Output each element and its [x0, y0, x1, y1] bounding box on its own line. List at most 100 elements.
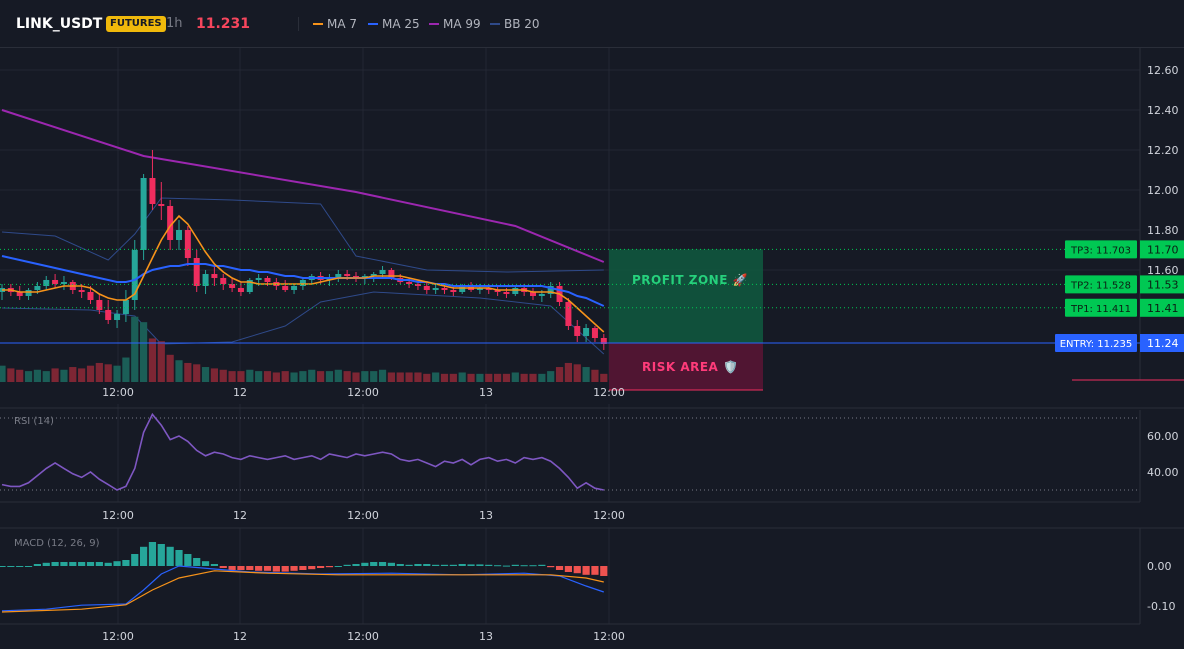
volume-bar — [440, 373, 449, 382]
candle — [432, 284, 439, 294]
candle-body — [105, 310, 112, 320]
macd-hist-bar — [95, 562, 103, 566]
time-axis-label: 12:00 — [347, 509, 379, 522]
volume-bar — [33, 369, 41, 382]
candle — [583, 324, 590, 342]
volume-bar — [343, 371, 351, 382]
risk-area — [609, 343, 763, 390]
macd-hist-bar — [246, 566, 254, 570]
legend-bb20[interactable]: BB 20 — [490, 0, 540, 48]
candle — [246, 278, 253, 294]
level-label-text: ENTRY: 11.235 — [1060, 339, 1133, 350]
symbol-name[interactable]: LINK_USDT — [16, 16, 103, 32]
volume-bar — [272, 372, 280, 382]
candle — [105, 300, 112, 324]
legend-ma7[interactable]: MA 7 — [313, 0, 357, 48]
level-label-text: TP2: 11.528 — [1070, 280, 1131, 291]
macd-hist-bar — [485, 564, 493, 566]
legend-ma25-label: MA 25 — [382, 17, 420, 31]
time-axis-label: 12 — [233, 630, 247, 643]
macd-hist-bar — [148, 542, 157, 566]
price-tick-label: 12.00 — [1147, 184, 1179, 197]
price-tick-label: 12.20 — [1147, 144, 1179, 157]
macd-hist-bar — [228, 566, 236, 570]
candle — [114, 310, 121, 328]
macd-hist-bar — [405, 564, 413, 566]
time-axis-label: 12:00 — [347, 386, 379, 399]
interval-selector[interactable]: 1h — [166, 16, 183, 31]
volume-bar — [511, 372, 519, 382]
volume-bar — [140, 322, 148, 382]
candle-body — [131, 250, 138, 300]
macd-tick-label: 0.00 — [1147, 560, 1172, 573]
candle-body — [565, 302, 572, 326]
macd-hist-bar — [272, 566, 280, 572]
candle-body — [167, 206, 174, 240]
price-tick-label: 12.40 — [1147, 104, 1179, 117]
candle-body — [485, 288, 492, 290]
bb-upper-line — [1, 197, 604, 273]
macd-hist-bar — [113, 561, 121, 566]
candle-body — [220, 278, 227, 284]
macd-histogram — [0, 542, 608, 576]
legend-ma99[interactable]: MA 99 — [429, 0, 481, 48]
volume-bar — [175, 360, 183, 382]
level-axis-text: 11.24 — [1147, 337, 1179, 350]
volume-bar — [591, 369, 599, 382]
candle — [220, 274, 227, 290]
candle — [547, 282, 554, 298]
volume-bar — [317, 371, 325, 382]
macd-tick-label: -0.10 — [1147, 600, 1175, 613]
volume-bar — [0, 365, 6, 382]
candle — [202, 270, 209, 294]
candle — [282, 280, 289, 292]
time-axis-label: 12:00 — [102, 509, 134, 522]
macd-hist-bar — [476, 564, 484, 566]
macd-hist-bar — [131, 554, 139, 566]
ma25-line — [1, 255, 605, 307]
macd-hist-bar — [317, 566, 325, 568]
volume-bar — [228, 371, 236, 382]
macd-hist-bar — [467, 564, 475, 566]
candle — [25, 288, 32, 300]
volume-bar — [378, 369, 387, 382]
candle-body — [388, 270, 395, 278]
volume-bar — [255, 371, 263, 382]
macd-hist-bar — [529, 565, 537, 567]
ma7-swatch-icon — [313, 22, 323, 25]
macd-hist-bar — [60, 562, 68, 566]
macd-hist-bar — [33, 564, 41, 566]
level-axis-text: 11.70 — [1147, 243, 1179, 256]
volume-bar — [502, 373, 511, 382]
volume-bar — [122, 357, 130, 382]
volume-bar — [237, 371, 245, 382]
macd-hist-bar — [210, 564, 218, 566]
volume-bar — [281, 371, 289, 382]
candle — [16, 286, 23, 300]
candle-body — [25, 290, 32, 296]
macd-hist-bar — [423, 564, 431, 566]
candle-body — [193, 258, 200, 286]
candle-body — [264, 278, 271, 282]
candle-body — [237, 288, 244, 292]
volume-bar — [449, 373, 457, 382]
macd-hist-bar — [140, 546, 148, 566]
price-tick-label: 11.80 — [1147, 224, 1179, 237]
macd-hist-bar — [334, 566, 342, 567]
volume-bar — [113, 365, 121, 382]
volume-bars — [0, 316, 608, 382]
candle-body — [52, 280, 59, 284]
volume-bar — [555, 367, 564, 382]
volume-bar — [193, 364, 201, 382]
candle-body — [370, 274, 377, 276]
candle-body — [158, 204, 165, 206]
macd-hist-bar — [494, 565, 502, 567]
candle-body — [441, 288, 448, 290]
macd-hist-bar — [42, 562, 50, 566]
macd-hist-bar — [325, 566, 334, 568]
macd-signal-line — [1, 570, 604, 613]
macd-hist-bar — [440, 564, 449, 566]
legend-ma25[interactable]: MA 25 — [368, 0, 420, 48]
volume-bar — [547, 371, 555, 382]
